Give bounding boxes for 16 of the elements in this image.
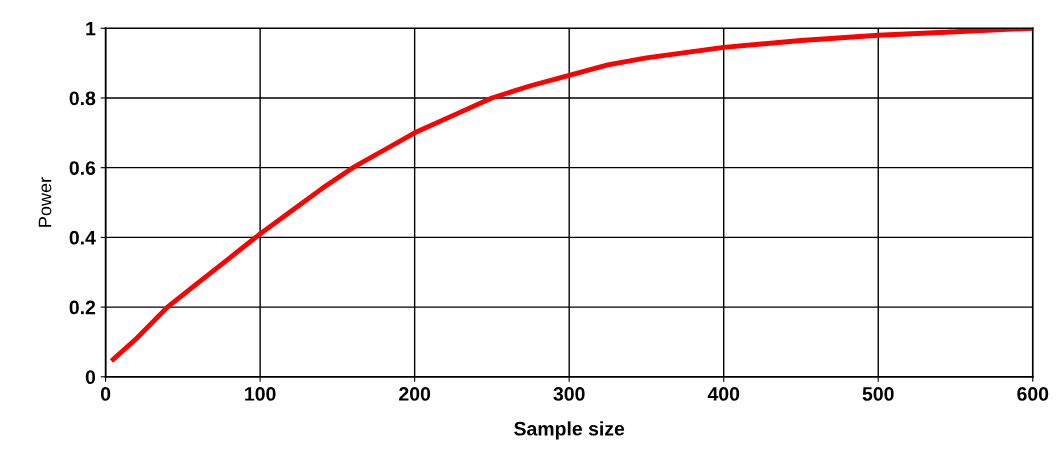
x-axis-title: Sample size (514, 421, 625, 440)
x-tick-label: 300 (553, 387, 585, 401)
x-tick-label: 500 (862, 387, 894, 401)
y-tick-label: 0.6 (69, 161, 96, 175)
x-tick-label: 600 (1017, 387, 1049, 401)
y-tick-label: 0.2 (69, 300, 96, 315)
x-tick-label: 100 (245, 387, 276, 401)
y-tick-label: 0.4 (69, 230, 96, 245)
y-axis-title: Power (38, 177, 52, 227)
y-tick-label: 0 (85, 370, 96, 385)
x-tick-label: 400 (707, 387, 740, 401)
y-tick-label: 1 (86, 21, 96, 36)
line-series (110, 28, 1033, 362)
x-tick-label: 0 (100, 387, 111, 401)
x-tick-label: 200 (399, 387, 431, 401)
y-tick-label: 0.8 (69, 91, 96, 106)
